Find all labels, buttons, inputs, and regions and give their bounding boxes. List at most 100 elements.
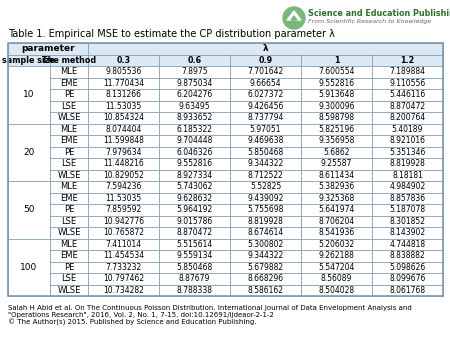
Text: EME: EME xyxy=(60,79,78,88)
Bar xyxy=(159,100,230,112)
Text: 8.927334: 8.927334 xyxy=(176,171,212,180)
Text: 5.743062: 5.743062 xyxy=(176,182,213,191)
Circle shape xyxy=(283,7,305,29)
Bar xyxy=(301,123,372,135)
Bar xyxy=(159,250,230,262)
Text: PE: PE xyxy=(64,205,74,214)
Text: © The Author(s) 2015. Published by Science and Education Publishing.: © The Author(s) 2015. Published by Scien… xyxy=(8,319,256,326)
Bar xyxy=(230,262,301,273)
Text: 11.599848: 11.599848 xyxy=(103,136,144,145)
Text: parameter: parameter xyxy=(21,44,75,53)
Bar xyxy=(159,285,230,296)
Text: λ: λ xyxy=(263,44,268,53)
Bar xyxy=(8,123,50,181)
Bar xyxy=(8,43,443,296)
Text: 9.805536: 9.805536 xyxy=(105,67,142,76)
Text: 100: 100 xyxy=(20,263,38,272)
Text: 5.300802: 5.300802 xyxy=(248,240,284,249)
Text: EME: EME xyxy=(60,194,78,203)
Bar xyxy=(50,100,88,112)
Text: MLE: MLE xyxy=(60,67,77,76)
Text: 10.829052: 10.829052 xyxy=(103,171,144,180)
Text: 1.2: 1.2 xyxy=(400,56,414,65)
Bar xyxy=(159,227,230,239)
Polygon shape xyxy=(291,16,297,20)
Text: 9.110556: 9.110556 xyxy=(389,79,426,88)
Text: 8.712522: 8.712522 xyxy=(248,171,284,180)
Text: The method: The method xyxy=(42,56,96,65)
Bar xyxy=(301,54,372,66)
Bar xyxy=(88,77,159,89)
Text: Science and Education Publishing: Science and Education Publishing xyxy=(308,9,450,19)
Text: 8.598798: 8.598798 xyxy=(319,113,355,122)
Bar xyxy=(50,123,88,135)
Text: 8.87679: 8.87679 xyxy=(179,274,210,283)
Bar xyxy=(230,77,301,89)
Text: 8.737794: 8.737794 xyxy=(248,113,284,122)
Bar xyxy=(88,158,159,169)
Bar xyxy=(372,216,443,227)
Bar xyxy=(159,181,230,193)
Text: 8.56089: 8.56089 xyxy=(321,274,352,283)
Bar xyxy=(372,273,443,285)
Bar xyxy=(301,239,372,250)
Text: 10: 10 xyxy=(23,90,35,99)
Bar xyxy=(50,250,88,262)
Bar xyxy=(50,204,88,216)
Text: 11.448216: 11.448216 xyxy=(103,159,144,168)
Text: 9.325368: 9.325368 xyxy=(319,194,355,203)
Text: 5.850468: 5.850468 xyxy=(248,148,284,157)
Text: 0.3: 0.3 xyxy=(117,56,130,65)
Text: PE: PE xyxy=(64,90,74,99)
Bar xyxy=(230,89,301,100)
Bar xyxy=(88,239,159,250)
Bar xyxy=(230,285,301,296)
Bar xyxy=(230,216,301,227)
Text: 9.344322: 9.344322 xyxy=(248,251,284,260)
Text: 10.765872: 10.765872 xyxy=(103,228,144,237)
Text: LSE: LSE xyxy=(62,217,76,226)
Text: 5.382936: 5.382936 xyxy=(319,182,355,191)
Polygon shape xyxy=(287,11,301,20)
Bar xyxy=(88,193,159,204)
Bar xyxy=(159,89,230,100)
Bar xyxy=(8,66,50,123)
Text: 8.838882: 8.838882 xyxy=(390,251,425,260)
Text: LSE: LSE xyxy=(62,274,76,283)
Bar xyxy=(230,66,301,77)
Bar xyxy=(230,135,301,146)
Bar xyxy=(159,193,230,204)
Bar xyxy=(88,181,159,193)
Bar xyxy=(88,216,159,227)
Bar xyxy=(372,89,443,100)
Bar xyxy=(50,77,88,89)
Text: EME: EME xyxy=(60,251,78,260)
Text: 8.870472: 8.870472 xyxy=(389,102,426,111)
Bar xyxy=(159,204,230,216)
Bar xyxy=(230,54,301,66)
Text: 6.204276: 6.204276 xyxy=(176,90,212,99)
Bar xyxy=(301,273,372,285)
Text: 9.469638: 9.469638 xyxy=(248,136,284,145)
Text: 8.586162: 8.586162 xyxy=(248,286,284,295)
Bar xyxy=(372,262,443,273)
Bar xyxy=(301,89,372,100)
Text: 5.679882: 5.679882 xyxy=(248,263,284,272)
Bar xyxy=(230,100,301,112)
Text: sample size: sample size xyxy=(3,56,55,65)
Text: 0.9: 0.9 xyxy=(258,56,273,65)
Text: 10.797462: 10.797462 xyxy=(103,274,144,283)
Text: 8.061768: 8.061768 xyxy=(389,286,426,295)
Text: PE: PE xyxy=(64,263,74,272)
Bar xyxy=(301,193,372,204)
Bar xyxy=(50,273,88,285)
Bar xyxy=(230,239,301,250)
Text: 10.734282: 10.734282 xyxy=(103,286,144,295)
Bar xyxy=(301,158,372,169)
Text: From Scientific Research to Knowledge: From Scientific Research to Knowledge xyxy=(308,20,431,24)
Bar xyxy=(159,216,230,227)
Bar xyxy=(50,54,88,66)
Bar xyxy=(88,285,159,296)
Text: 5.187078: 5.187078 xyxy=(389,205,426,214)
Text: 8.074404: 8.074404 xyxy=(105,125,142,134)
